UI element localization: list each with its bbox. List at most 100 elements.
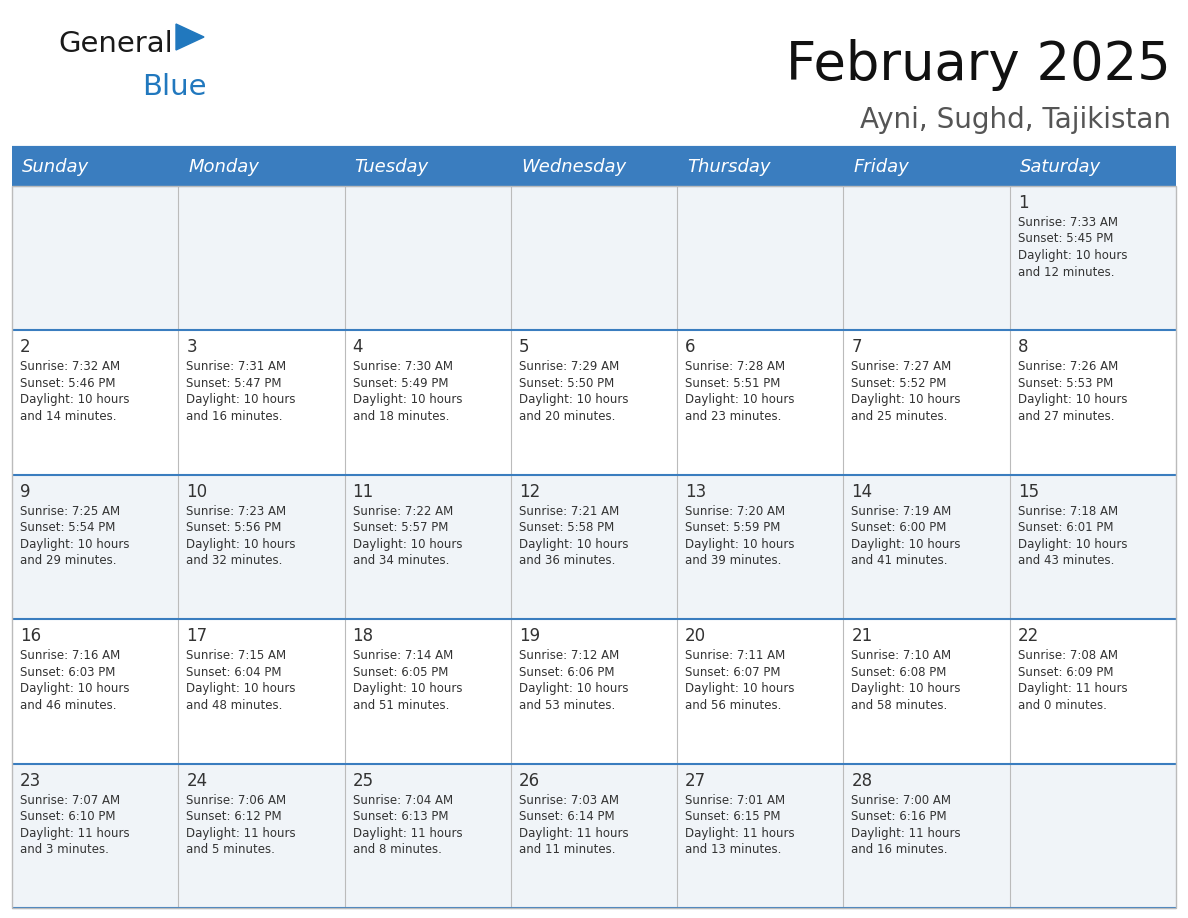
Text: and 29 minutes.: and 29 minutes.	[20, 554, 116, 567]
Text: and 36 minutes.: and 36 minutes.	[519, 554, 615, 567]
Text: Friday: Friday	[853, 158, 909, 176]
Text: Sunset: 5:53 PM: Sunset: 5:53 PM	[1018, 377, 1113, 390]
Text: Thursday: Thursday	[687, 158, 771, 176]
Text: Sunrise: 7:28 AM: Sunrise: 7:28 AM	[685, 361, 785, 374]
Text: 4: 4	[353, 339, 364, 356]
Text: and 13 minutes.: and 13 minutes.	[685, 843, 782, 856]
Text: 5: 5	[519, 339, 530, 356]
Text: Sunset: 6:14 PM: Sunset: 6:14 PM	[519, 810, 614, 823]
Text: Sunrise: 7:11 AM: Sunrise: 7:11 AM	[685, 649, 785, 662]
Text: and 14 minutes.: and 14 minutes.	[20, 410, 116, 423]
Text: Sunrise: 7:00 AM: Sunrise: 7:00 AM	[852, 793, 952, 807]
Text: Sunset: 6:01 PM: Sunset: 6:01 PM	[1018, 521, 1113, 534]
Text: Sunset: 6:12 PM: Sunset: 6:12 PM	[187, 810, 282, 823]
Text: Daylight: 10 hours: Daylight: 10 hours	[187, 682, 296, 695]
Text: and 16 minutes.: and 16 minutes.	[852, 843, 948, 856]
Text: 15: 15	[1018, 483, 1038, 501]
Text: 1: 1	[1018, 194, 1029, 212]
Text: Sunrise: 7:18 AM: Sunrise: 7:18 AM	[1018, 505, 1118, 518]
Text: and 32 minutes.: and 32 minutes.	[187, 554, 283, 567]
Text: Sunrise: 7:23 AM: Sunrise: 7:23 AM	[187, 505, 286, 518]
Text: Daylight: 11 hours: Daylight: 11 hours	[20, 826, 129, 840]
Text: and 18 minutes.: and 18 minutes.	[353, 410, 449, 423]
Bar	[12, 186, 1176, 908]
Text: Sunset: 5:46 PM: Sunset: 5:46 PM	[20, 377, 115, 390]
Text: Daylight: 10 hours: Daylight: 10 hours	[852, 394, 961, 407]
Text: Sunset: 6:03 PM: Sunset: 6:03 PM	[20, 666, 115, 678]
Text: Sunset: 5:58 PM: Sunset: 5:58 PM	[519, 521, 614, 534]
Text: Sunrise: 7:21 AM: Sunrise: 7:21 AM	[519, 505, 619, 518]
Text: and 8 minutes.: and 8 minutes.	[353, 843, 442, 856]
Text: Sunrise: 7:33 AM: Sunrise: 7:33 AM	[1018, 216, 1118, 229]
Text: General: General	[58, 30, 172, 58]
Bar	[12, 148, 1176, 186]
Bar	[12, 475, 1176, 620]
Text: Sunset: 5:50 PM: Sunset: 5:50 PM	[519, 377, 614, 390]
Text: Daylight: 10 hours: Daylight: 10 hours	[519, 538, 628, 551]
Text: Sunrise: 7:16 AM: Sunrise: 7:16 AM	[20, 649, 120, 662]
Text: 27: 27	[685, 772, 707, 789]
Text: Sunset: 6:15 PM: Sunset: 6:15 PM	[685, 810, 781, 823]
Text: 12: 12	[519, 483, 541, 501]
Text: Sunrise: 7:15 AM: Sunrise: 7:15 AM	[187, 649, 286, 662]
Text: Daylight: 11 hours: Daylight: 11 hours	[519, 826, 628, 840]
Text: and 48 minutes.: and 48 minutes.	[187, 699, 283, 711]
Text: Sunrise: 7:22 AM: Sunrise: 7:22 AM	[353, 505, 453, 518]
Text: Sunset: 5:57 PM: Sunset: 5:57 PM	[353, 521, 448, 534]
Text: Daylight: 10 hours: Daylight: 10 hours	[353, 682, 462, 695]
Text: and 46 minutes.: and 46 minutes.	[20, 699, 116, 711]
Text: and 43 minutes.: and 43 minutes.	[1018, 554, 1114, 567]
Text: Sunrise: 7:32 AM: Sunrise: 7:32 AM	[20, 361, 120, 374]
Text: and 39 minutes.: and 39 minutes.	[685, 554, 782, 567]
Text: Sunset: 5:54 PM: Sunset: 5:54 PM	[20, 521, 115, 534]
Text: and 5 minutes.: and 5 minutes.	[187, 843, 276, 856]
Text: Sunset: 6:06 PM: Sunset: 6:06 PM	[519, 666, 614, 678]
Text: Sunset: 6:16 PM: Sunset: 6:16 PM	[852, 810, 947, 823]
Text: Monday: Monday	[188, 158, 259, 176]
Text: Saturday: Saturday	[1019, 158, 1101, 176]
Text: February 2025: February 2025	[786, 39, 1171, 91]
Text: and 3 minutes.: and 3 minutes.	[20, 843, 109, 856]
Text: Daylight: 10 hours: Daylight: 10 hours	[685, 682, 795, 695]
Text: and 23 minutes.: and 23 minutes.	[685, 410, 782, 423]
Text: 20: 20	[685, 627, 707, 645]
Text: Sunset: 5:51 PM: Sunset: 5:51 PM	[685, 377, 781, 390]
Text: 8: 8	[1018, 339, 1029, 356]
Text: Daylight: 10 hours: Daylight: 10 hours	[852, 682, 961, 695]
Text: Daylight: 10 hours: Daylight: 10 hours	[353, 538, 462, 551]
Polygon shape	[176, 24, 204, 50]
Text: 24: 24	[187, 772, 208, 789]
Text: Sunset: 6:13 PM: Sunset: 6:13 PM	[353, 810, 448, 823]
Text: Daylight: 11 hours: Daylight: 11 hours	[685, 826, 795, 840]
Text: 7: 7	[852, 339, 862, 356]
Text: 6: 6	[685, 339, 696, 356]
Text: Sunrise: 7:26 AM: Sunrise: 7:26 AM	[1018, 361, 1118, 374]
Text: Ayni, Sughd, Tajikistan: Ayni, Sughd, Tajikistan	[860, 106, 1171, 134]
Text: Daylight: 10 hours: Daylight: 10 hours	[187, 538, 296, 551]
Text: Daylight: 10 hours: Daylight: 10 hours	[1018, 394, 1127, 407]
Text: and 20 minutes.: and 20 minutes.	[519, 410, 615, 423]
Text: Sunset: 6:00 PM: Sunset: 6:00 PM	[852, 521, 947, 534]
Text: Sunset: 6:07 PM: Sunset: 6:07 PM	[685, 666, 781, 678]
Text: Sunset: 5:45 PM: Sunset: 5:45 PM	[1018, 232, 1113, 245]
Text: Sunset: 6:08 PM: Sunset: 6:08 PM	[852, 666, 947, 678]
Bar	[12, 620, 1176, 764]
Text: Daylight: 10 hours: Daylight: 10 hours	[20, 394, 129, 407]
Text: Sunset: 5:47 PM: Sunset: 5:47 PM	[187, 377, 282, 390]
Text: Sunset: 6:04 PM: Sunset: 6:04 PM	[187, 666, 282, 678]
Text: and 16 minutes.: and 16 minutes.	[187, 410, 283, 423]
Text: Sunrise: 7:06 AM: Sunrise: 7:06 AM	[187, 793, 286, 807]
Text: Sunset: 5:56 PM: Sunset: 5:56 PM	[187, 521, 282, 534]
Text: 19: 19	[519, 627, 541, 645]
Text: 23: 23	[20, 772, 42, 789]
Text: 2: 2	[20, 339, 31, 356]
Text: Daylight: 10 hours: Daylight: 10 hours	[187, 394, 296, 407]
Text: and 34 minutes.: and 34 minutes.	[353, 554, 449, 567]
Text: Daylight: 10 hours: Daylight: 10 hours	[353, 394, 462, 407]
Text: Daylight: 10 hours: Daylight: 10 hours	[685, 394, 795, 407]
Text: Daylight: 10 hours: Daylight: 10 hours	[1018, 249, 1127, 262]
Text: 21: 21	[852, 627, 873, 645]
Text: Sunrise: 7:12 AM: Sunrise: 7:12 AM	[519, 649, 619, 662]
Text: Daylight: 10 hours: Daylight: 10 hours	[519, 394, 628, 407]
Bar	[12, 330, 1176, 475]
